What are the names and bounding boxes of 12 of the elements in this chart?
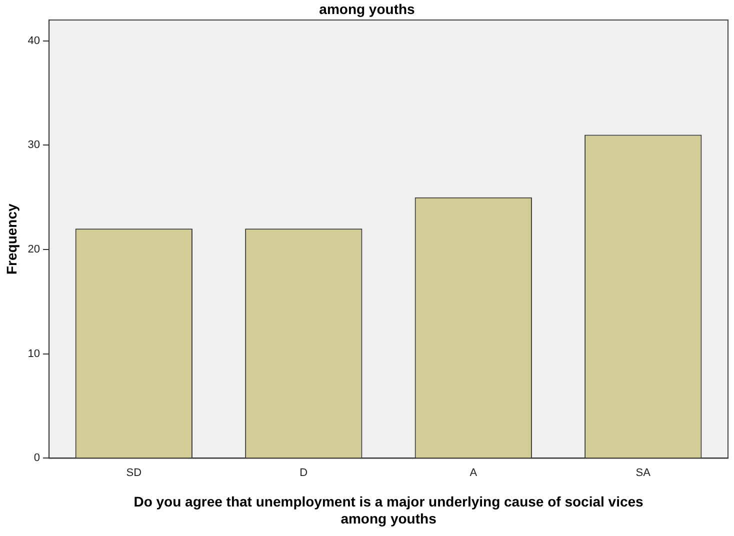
x-tick-label: SD <box>126 466 142 479</box>
chart-title: among youths <box>318 1 416 17</box>
y-tick-label: 0 <box>34 452 40 464</box>
x-axis-title: Do you agree that unemployment is a major underlying cause of social vices among youths <box>134 494 644 526</box>
x-tick-label: D <box>300 466 308 479</box>
y-tick-label: 30 <box>28 139 40 152</box>
y-tick-label: 20 <box>28 244 40 256</box>
x-tick-label: SA <box>636 466 652 479</box>
y-tick-label: 40 <box>28 34 40 47</box>
y-axis-title: Frequency <box>3 203 20 275</box>
x-tick-label: A <box>470 466 478 479</box>
y-tick-label: 10 <box>28 348 40 360</box>
